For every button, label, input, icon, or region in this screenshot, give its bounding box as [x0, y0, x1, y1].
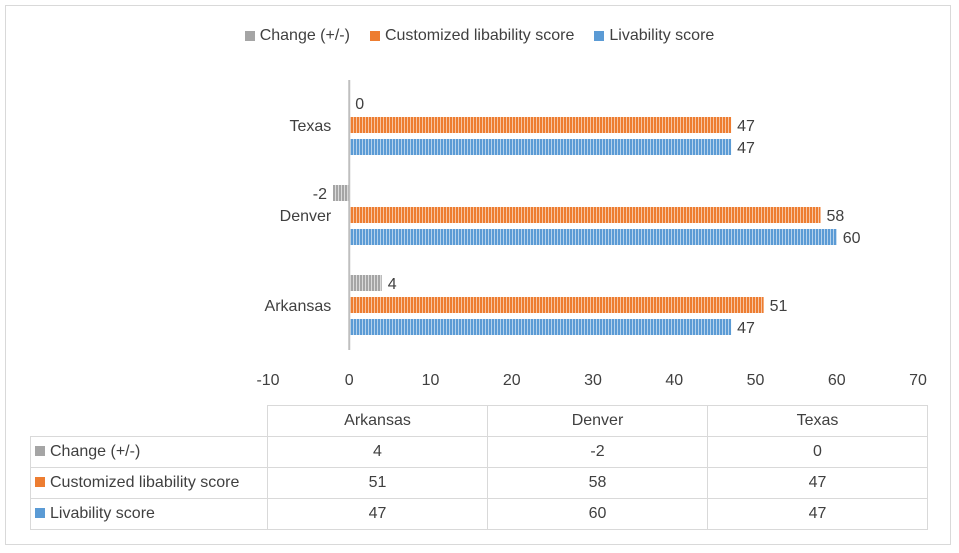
data-table-corner: [30, 405, 268, 437]
x-tick-label: 30: [584, 372, 602, 389]
data-table-row-label: Customized libability score: [30, 467, 268, 499]
data-table-row: Customized libability score 51 58 47: [30, 467, 928, 499]
data-label: 51: [770, 298, 788, 315]
data-table-cell: -2: [487, 436, 708, 468]
data-label: 47: [737, 320, 755, 337]
bar: [349, 117, 732, 133]
x-tick-label: 60: [828, 372, 846, 389]
x-tick-label: 10: [422, 372, 440, 389]
legend-swatch-livability: [594, 31, 605, 41]
data-table-header: Arkansas: [267, 405, 488, 437]
legend-item-change: Change (+/-): [244, 27, 350, 45]
data-label: 47: [737, 118, 755, 135]
data-table-cell: 0: [707, 436, 928, 468]
legend-swatch-customized: [369, 31, 380, 41]
category-label: Texas: [289, 118, 331, 135]
legend-swatch-change: [244, 31, 255, 41]
x-tick-label: 40: [665, 372, 683, 389]
row-label-customized: Customized libability score: [50, 474, 240, 491]
legend: Change (+/-) Customized libability score…: [0, 24, 959, 48]
legend-label-livability: Livability score: [609, 27, 715, 44]
data-table-row: Livability score 47 60 47: [30, 498, 928, 530]
category-label: Arkansas: [265, 298, 332, 315]
legend-label-change: Change (+/-): [259, 27, 350, 44]
data-table-cell: 51: [267, 467, 488, 499]
data-label: 58: [827, 208, 845, 225]
data-label: 0: [355, 96, 364, 113]
data-table-row: Change (+/-) 4 -2 0: [30, 436, 928, 468]
data-table-header-row: Arkansas Denver Texas: [30, 405, 928, 437]
x-tick-label: -10: [256, 372, 279, 389]
row-label-change: Change (+/-): [50, 443, 141, 460]
data-label: 60: [843, 230, 861, 247]
legend-item-customized: Customized libability score: [369, 27, 575, 45]
bar: [349, 275, 382, 291]
legend-label-customized: Customized libability score: [384, 27, 575, 44]
data-table-cell: 47: [707, 498, 928, 530]
bar: [349, 139, 732, 155]
x-tick-label: 70: [909, 372, 927, 389]
row-label-livability: Livability score: [50, 505, 155, 522]
data-table-row-label: Change (+/-): [30, 436, 268, 468]
x-tick-label: 50: [747, 372, 765, 389]
data-table-header: Texas: [707, 405, 928, 437]
data-label: 4: [388, 276, 397, 293]
category-label: Denver: [280, 208, 332, 225]
data-table-cell: 58: [487, 467, 708, 499]
x-tick-label: 0: [345, 372, 354, 389]
table-key-change: [35, 445, 45, 456]
data-label: -2: [313, 186, 327, 203]
data-label: 47: [737, 140, 755, 157]
data-table: Arkansas Denver Texas Change (+/-) 4 -2 …: [30, 405, 928, 530]
data-table-header: Denver: [487, 405, 708, 437]
bar: [333, 185, 350, 201]
data-table-cell: 47: [707, 467, 928, 499]
bar: [349, 319, 732, 335]
data-table-cell: 47: [267, 498, 488, 530]
data-table-cell: 4: [267, 436, 488, 468]
table-key-livability: [35, 507, 45, 518]
table-key-customized: [35, 476, 45, 487]
data-table-cell: 60: [487, 498, 708, 530]
bar: [349, 229, 837, 245]
data-table-row-label: Livability score: [30, 498, 268, 530]
legend-item-livability: Livability score: [594, 27, 714, 45]
bar: [349, 297, 764, 313]
plot-area: 4 51 47 -2 58 60 0 47 47 Arkansas Denver Texas -10…: [256, 80, 927, 389]
bar: [349, 207, 821, 223]
x-tick-label: 20: [503, 372, 521, 389]
